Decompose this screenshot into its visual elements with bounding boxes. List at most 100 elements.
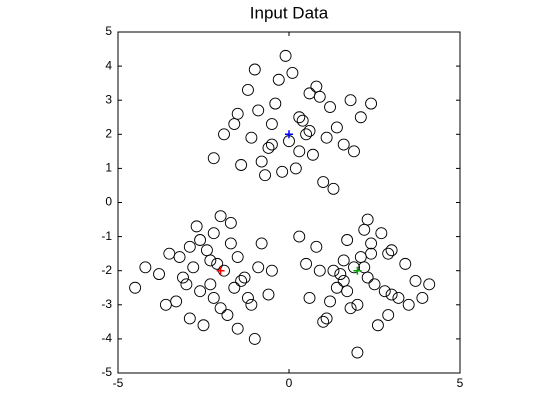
point [153, 268, 165, 281]
y-tick-label: 2 [105, 126, 112, 140]
point [228, 118, 241, 131]
point [344, 302, 357, 315]
point [402, 298, 415, 311]
chart-title: Input Data [250, 3, 329, 22]
point [255, 155, 268, 168]
point [180, 278, 193, 291]
point [392, 292, 405, 304]
y-tick-label: -3 [101, 297, 112, 311]
point [306, 148, 319, 161]
point [293, 230, 306, 243]
point [214, 302, 227, 315]
y-tick-label: -4 [101, 331, 112, 345]
point [265, 138, 278, 151]
point [231, 322, 244, 335]
point [303, 124, 316, 137]
point [238, 271, 251, 284]
point [183, 240, 196, 253]
point [242, 292, 254, 304]
y-tick-label: 1 [105, 161, 112, 175]
point [289, 162, 302, 175]
point [173, 251, 186, 264]
point [365, 97, 378, 110]
point [348, 261, 360, 274]
point [337, 138, 350, 151]
point [235, 159, 248, 171]
y-tick-label: 3 [105, 92, 112, 106]
point [423, 278, 436, 291]
y-tick-label: 0 [105, 195, 112, 209]
point [139, 261, 152, 274]
point [262, 288, 275, 301]
point [330, 121, 343, 134]
point [218, 128, 230, 141]
point [245, 131, 258, 144]
point [385, 288, 398, 301]
point [159, 298, 172, 311]
point [317, 176, 330, 188]
point [259, 169, 272, 182]
point [327, 182, 340, 195]
point [416, 292, 429, 304]
point [303, 87, 316, 100]
point [368, 278, 381, 291]
point [194, 234, 207, 246]
point [409, 274, 422, 287]
point [269, 97, 282, 110]
point [255, 237, 268, 250]
point [371, 319, 384, 332]
center-point [216, 266, 225, 275]
center-point [285, 130, 293, 139]
point [296, 114, 309, 127]
point [228, 281, 241, 294]
point [337, 254, 350, 267]
point [211, 257, 224, 270]
point [265, 264, 278, 277]
point [272, 73, 285, 86]
point [262, 141, 275, 154]
y-tick-label: 4 [105, 58, 112, 72]
x-tick-label: 5 [457, 376, 464, 390]
point [248, 63, 261, 76]
point [276, 165, 289, 178]
point [214, 210, 227, 223]
point [348, 145, 360, 158]
point [334, 268, 347, 281]
point [361, 213, 374, 226]
point [129, 281, 142, 294]
point [265, 118, 278, 131]
point [252, 104, 265, 117]
point [320, 312, 333, 325]
point [365, 237, 378, 250]
point [190, 220, 203, 233]
point [317, 315, 330, 328]
x-tick-label: -5 [113, 376, 124, 390]
point [183, 312, 196, 325]
point [385, 244, 398, 257]
point [324, 101, 336, 113]
point [313, 264, 326, 277]
point [354, 111, 367, 124]
point [378, 285, 391, 298]
point [207, 227, 220, 240]
y-tick-label: 5 [105, 24, 112, 38]
point [177, 271, 189, 284]
point [242, 84, 254, 96]
point [197, 319, 210, 332]
point [300, 257, 313, 270]
point [224, 217, 237, 229]
point [221, 309, 234, 321]
point [358, 261, 371, 274]
x-tick-label: 0 [286, 376, 293, 390]
point [187, 261, 200, 274]
point [327, 264, 340, 277]
point [344, 94, 357, 107]
point [248, 332, 261, 345]
point [245, 298, 258, 311]
y-tick-label: -2 [101, 263, 112, 277]
point [235, 274, 248, 287]
point [310, 240, 323, 253]
